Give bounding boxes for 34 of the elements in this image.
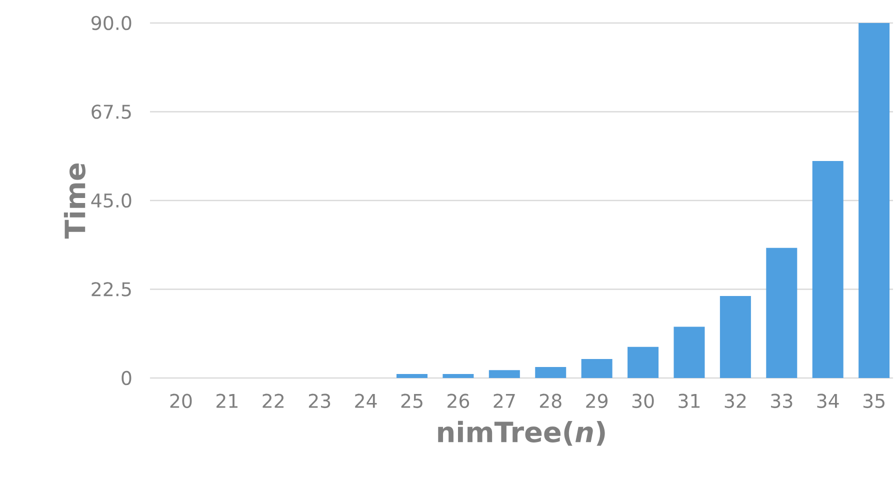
- y-axis-title: Time: [64, 164, 86, 239]
- x-tick-label: 35: [863, 394, 884, 408]
- x-tick-label: 28: [540, 394, 562, 408]
- x-tick-label: 20: [170, 394, 192, 408]
- bar: [581, 359, 612, 378]
- y-tick-label: 45.0: [91, 193, 132, 208]
- x-tick-label: 29: [586, 394, 608, 408]
- x-tick-label: 27: [494, 394, 515, 408]
- y-tick-label: 90.0: [92, 16, 132, 30]
- bar: [720, 296, 751, 378]
- bar: [674, 326, 705, 378]
- bar: [628, 346, 659, 378]
- bar: [812, 161, 844, 378]
- y-tick-label: 0: [122, 370, 132, 386]
- y-tick-label: 22.5: [92, 282, 131, 296]
- x-tick-label: 34: [817, 394, 839, 408]
- bar: [535, 366, 566, 378]
- bar: [858, 22, 890, 378]
- bar: [396, 374, 428, 378]
- x-tick-label: 24: [355, 394, 377, 408]
- bar: [488, 370, 520, 378]
- x-tick-label: 32: [724, 394, 746, 408]
- bar: [442, 374, 474, 378]
- x-tick-label: 22: [262, 394, 284, 408]
- bar: [766, 248, 798, 378]
- x-tick-label: 23: [308, 394, 330, 408]
- y-tick-label: 67.5: [92, 104, 131, 119]
- x-tick-label: 26: [448, 394, 470, 408]
- x-tick-label: 25: [401, 394, 422, 408]
- x-axis-title: nimTree(n): [438, 420, 605, 446]
- x-tick-label: 30: [632, 394, 654, 408]
- x-tick-label: 33: [771, 394, 792, 408]
- x-tick-label: 21: [216, 394, 238, 408]
- x-tick-label: 31: [678, 394, 700, 408]
